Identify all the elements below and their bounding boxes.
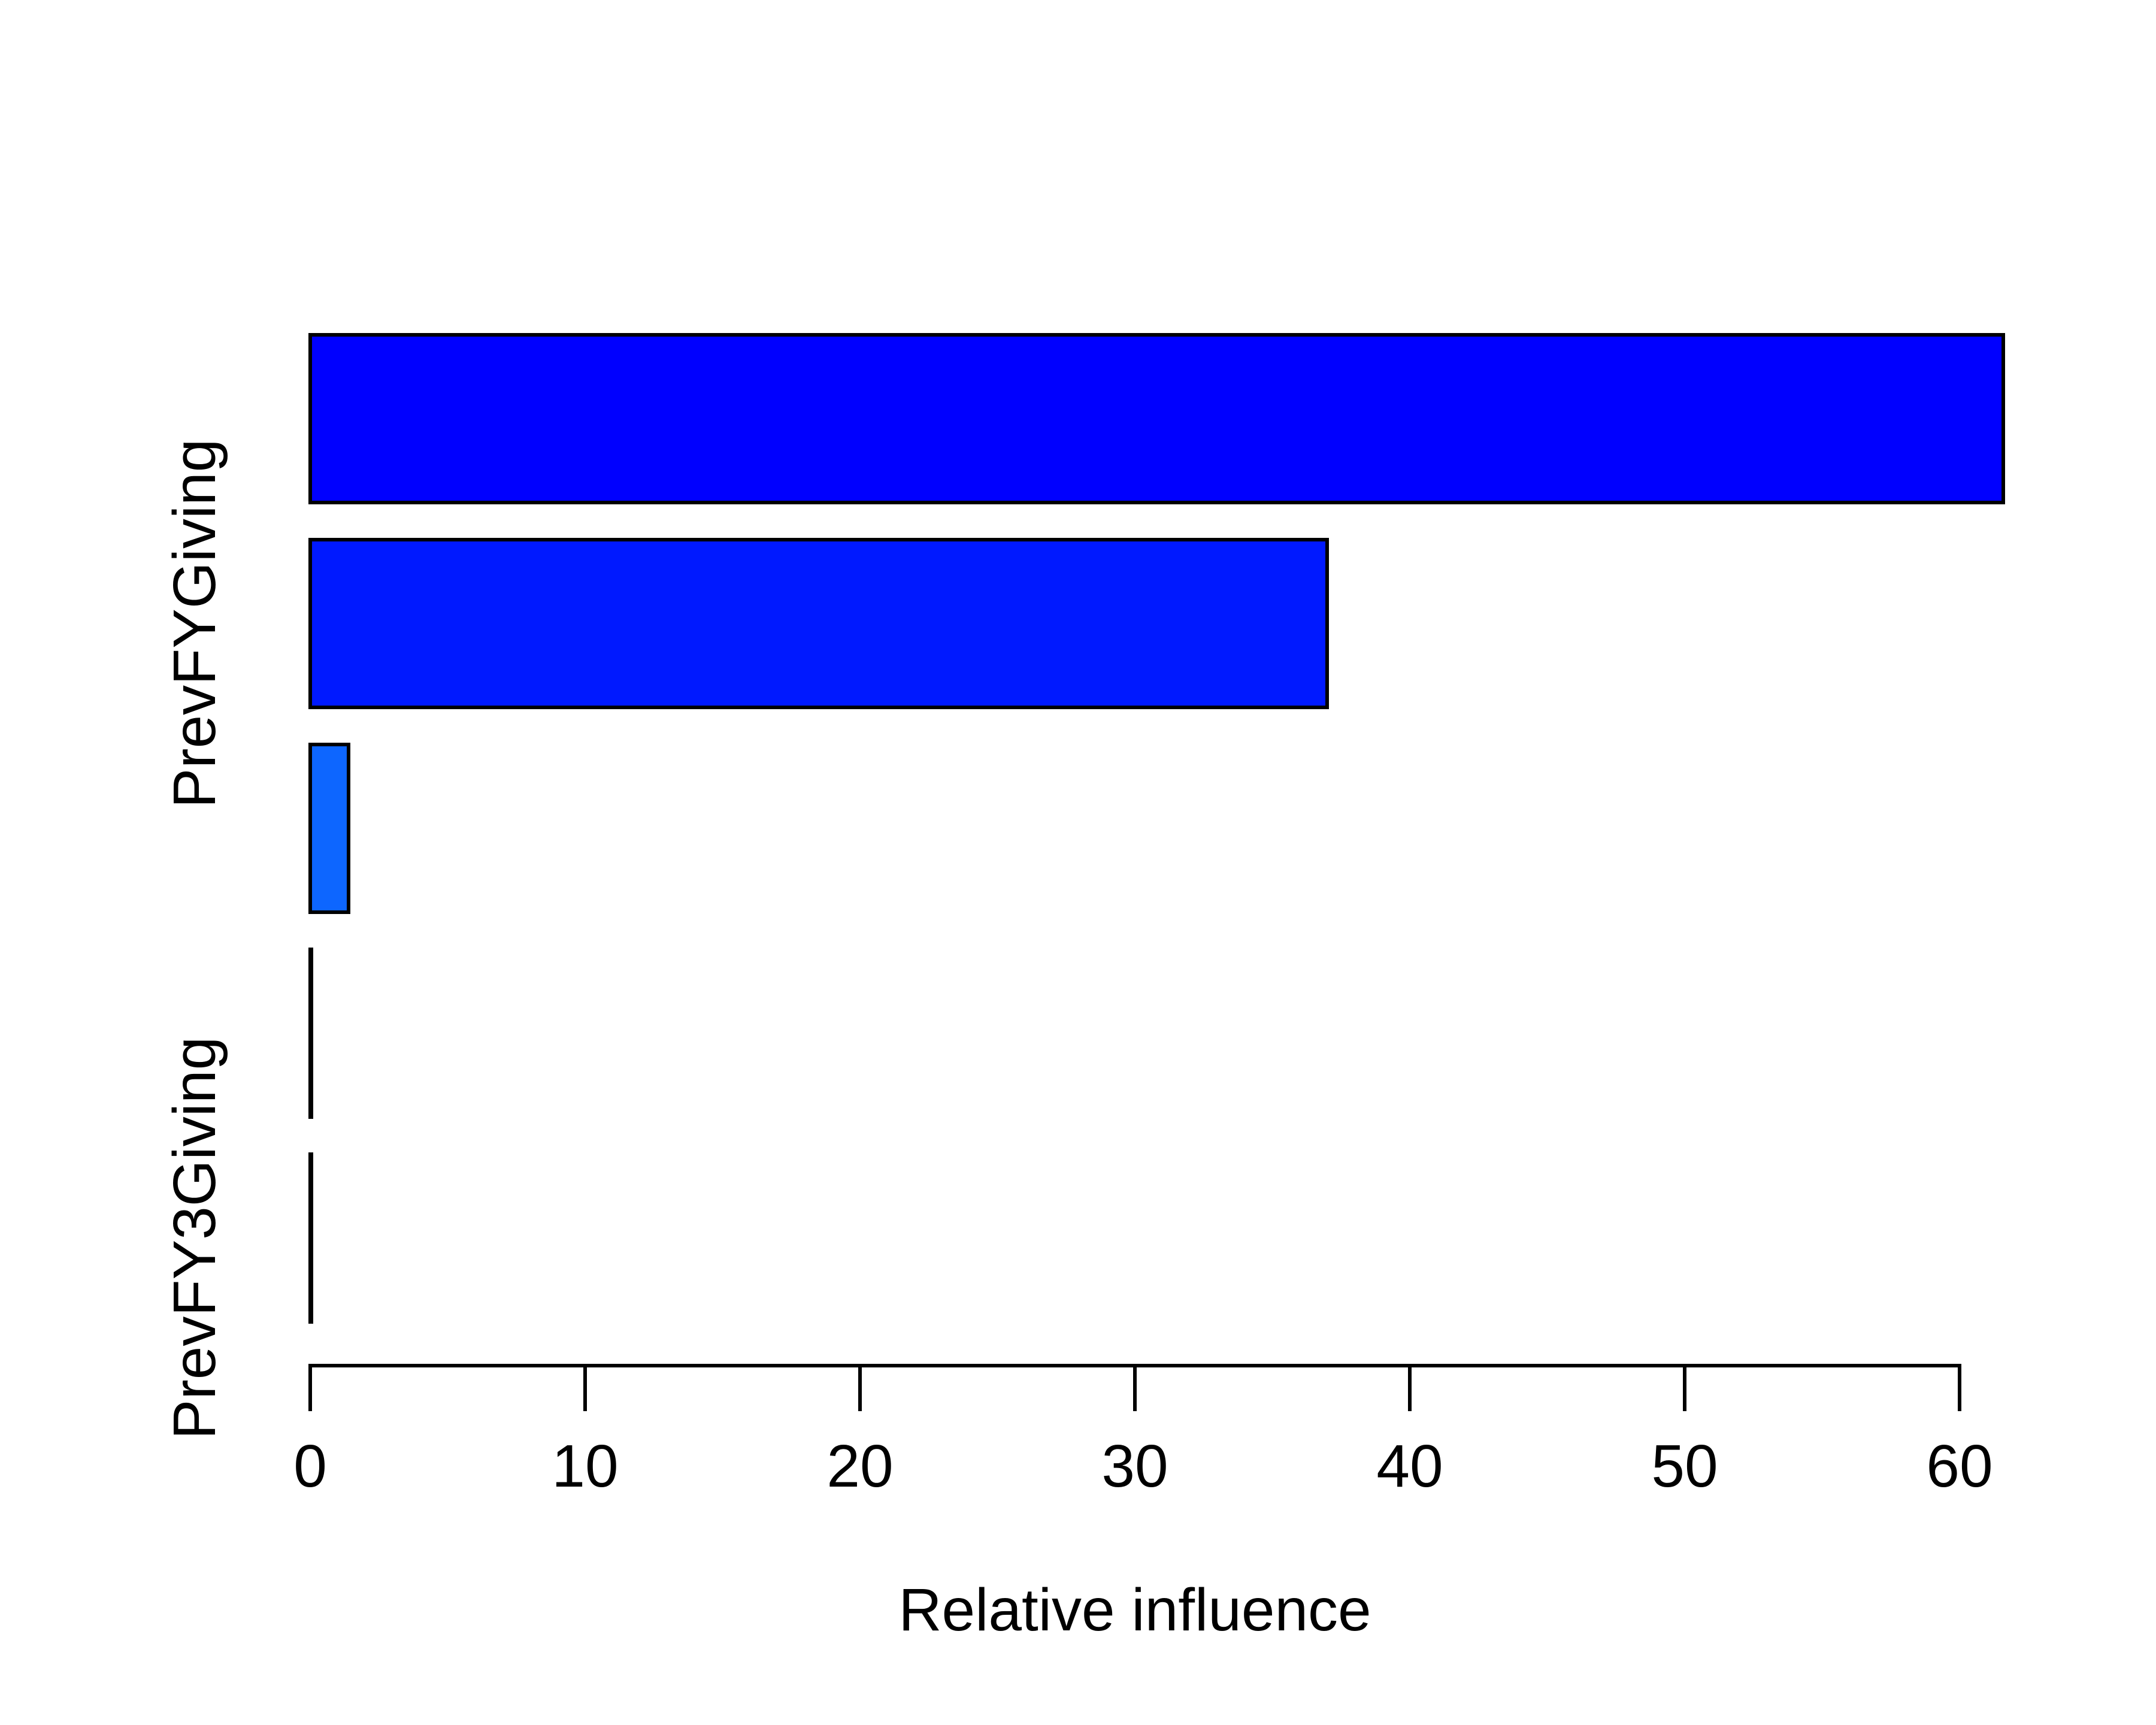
bar-4 <box>308 948 313 1119</box>
y-axis-label-prevfy3giving: PrevFY3Giving <box>161 1036 228 1440</box>
x-axis-tick-50 <box>1683 1367 1686 1411</box>
x-axis-tick-10 <box>583 1367 587 1411</box>
x-axis-tick-20 <box>858 1367 862 1411</box>
x-axis-line <box>308 1364 1961 1367</box>
x-axis-tick-label-20: 20 <box>826 1433 894 1500</box>
x-axis-tick-30 <box>1133 1367 1137 1411</box>
bar-5 <box>308 1152 313 1324</box>
x-axis-tick-60 <box>1958 1367 1961 1411</box>
x-axis-tick-label-60: 60 <box>1926 1433 1993 1500</box>
bar-1 <box>308 333 2005 504</box>
x-axis-tick-label-40: 40 <box>1376 1433 1443 1500</box>
x-axis-tick-label-30: 30 <box>1101 1433 1168 1500</box>
bar-2 <box>308 538 1329 709</box>
x-axis-tick-40 <box>1408 1367 1412 1411</box>
x-axis-tick-label-10: 10 <box>552 1433 619 1500</box>
x-axis-title: Relative influence <box>898 1576 1371 1644</box>
bar-3 <box>308 743 350 914</box>
x-axis-tick-label-50: 50 <box>1651 1433 1718 1500</box>
x-axis-tick-label-0: 0 <box>293 1433 327 1500</box>
y-axis-label-prevfygiving: PrevFYGiving <box>161 438 228 809</box>
x-axis-tick-0 <box>308 1367 312 1411</box>
